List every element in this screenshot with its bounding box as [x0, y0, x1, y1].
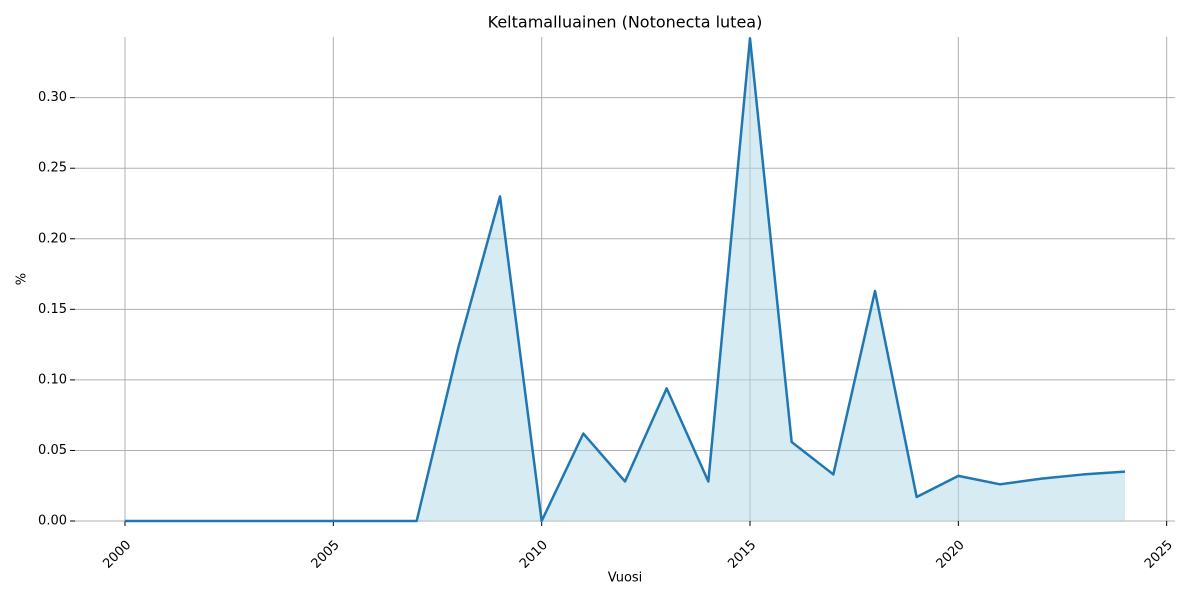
y-tick-label: 0.05 [38, 443, 67, 458]
x-tick-label: 2010 [517, 538, 551, 572]
area [125, 38, 1125, 522]
chart-title: Keltamalluainen (Notonecta lutea) [488, 13, 763, 32]
y-tick-label: 0.00 [38, 514, 67, 529]
y-tick-label: 0.15 [38, 302, 67, 317]
line [125, 37, 1126, 523]
x-tick-label: 2005 [309, 538, 343, 572]
x-axis-label: Vuosi [608, 571, 643, 586]
y-tick-label: 0.25 [38, 161, 67, 176]
x-tick-label: 2025 [1142, 538, 1176, 572]
y-tick-label: 0.20 [38, 231, 67, 246]
grid [75, 37, 1175, 522]
x-tick-label: 2015 [725, 538, 759, 572]
x-tick-label: 2020 [934, 538, 968, 572]
x-tick-label: 2000 [100, 538, 134, 572]
y-tick-label: 0.30 [38, 90, 67, 105]
y-tick-label: 0.10 [38, 372, 67, 387]
y-axis-label: % [15, 273, 30, 285]
